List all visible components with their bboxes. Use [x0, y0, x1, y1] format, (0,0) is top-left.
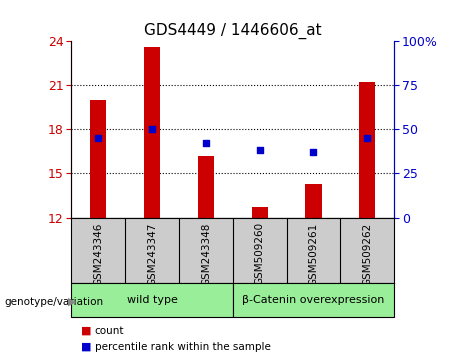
Text: ■: ■: [81, 326, 91, 336]
Text: GSM243347: GSM243347: [147, 222, 157, 286]
Point: [148, 126, 156, 132]
Text: ■: ■: [81, 342, 91, 352]
Point: [256, 148, 263, 153]
Text: GSM509261: GSM509261: [308, 222, 319, 286]
Text: ▶: ▶: [68, 297, 77, 307]
Point: [310, 149, 317, 155]
Point: [202, 141, 210, 146]
Point: [364, 135, 371, 141]
Bar: [144, 47, 160, 218]
Text: genotype/variation: genotype/variation: [5, 297, 104, 307]
Text: GSM243348: GSM243348: [201, 222, 211, 286]
Point: [95, 135, 102, 141]
Bar: [305, 184, 321, 218]
Text: percentile rank within the sample: percentile rank within the sample: [95, 342, 271, 352]
Bar: [198, 156, 214, 218]
Text: β-Catenin overexpression: β-Catenin overexpression: [242, 295, 384, 305]
Bar: [359, 82, 375, 218]
Bar: [252, 207, 268, 218]
Text: GSM243346: GSM243346: [93, 222, 103, 286]
Text: count: count: [95, 326, 124, 336]
Text: GSM509260: GSM509260: [254, 222, 265, 285]
FancyBboxPatch shape: [71, 283, 233, 317]
Title: GDS4449 / 1446606_at: GDS4449 / 1446606_at: [144, 23, 322, 39]
Bar: [90, 100, 106, 218]
Text: wild type: wild type: [127, 295, 177, 305]
FancyBboxPatch shape: [233, 283, 394, 317]
Text: GSM509262: GSM509262: [362, 222, 372, 286]
